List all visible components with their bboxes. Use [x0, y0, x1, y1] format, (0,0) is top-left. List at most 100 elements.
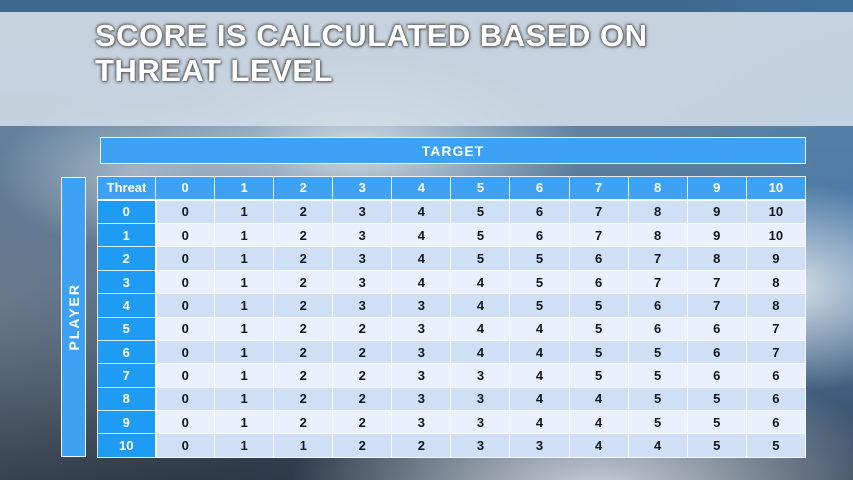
- score-cell: 8: [745, 293, 807, 318]
- score-cell: 4: [568, 410, 629, 435]
- score-cell: 1: [214, 198, 275, 225]
- score-cell: 2: [332, 316, 393, 341]
- score-cell: 5: [686, 433, 747, 458]
- score-cell: 5: [568, 316, 629, 341]
- score-cell: 5: [509, 293, 570, 318]
- score-cell: 6: [568, 269, 629, 295]
- score-cell: 1: [214, 269, 275, 295]
- score-cell: 2: [273, 223, 334, 248]
- score-cell: 3: [391, 363, 452, 388]
- score-cell: 6: [686, 339, 747, 365]
- score-cell: 3: [332, 293, 393, 318]
- score-cell: 4: [391, 269, 452, 295]
- score-cell: 6: [745, 386, 807, 412]
- score-cell: 3: [391, 386, 452, 412]
- target-col-header: 8: [627, 176, 688, 201]
- table-row: 0 0 1 2 3 4 5 6 7 8 9 10: [97, 198, 807, 225]
- table-row: 10 0 1 1 2 2 3 3 4 4 5 5: [97, 433, 807, 458]
- score-cell: 7: [686, 269, 747, 295]
- score-cell: 5: [568, 339, 629, 365]
- player-header-bar: PLAYER: [61, 177, 86, 457]
- score-cell: 3: [450, 363, 511, 388]
- score-cell: 4: [509, 410, 570, 435]
- target-label: TARGET: [421, 142, 485, 159]
- score-cell: 4: [509, 363, 570, 388]
- score-cell: 2: [273, 386, 334, 412]
- score-cell: 3: [332, 198, 393, 225]
- target-col-header: 9: [686, 176, 747, 201]
- score-cell: 8: [627, 223, 688, 248]
- score-cell: 3: [332, 246, 393, 271]
- score-cell: 5: [627, 386, 688, 412]
- score-cell: 6: [745, 410, 807, 435]
- score-cell: 9: [686, 198, 747, 225]
- score-cell: 4: [568, 433, 629, 458]
- score-cell: 6: [509, 223, 570, 248]
- score-cell: 6: [627, 316, 688, 341]
- score-cell: 0: [154, 269, 216, 295]
- target-col-header: 10: [745, 176, 807, 201]
- score-cell: 2: [273, 269, 334, 295]
- target-col-header: 4: [391, 176, 452, 201]
- player-label: PLAYER: [65, 283, 82, 351]
- score-cell: 4: [450, 269, 511, 295]
- score-cell: 4: [509, 386, 570, 412]
- score-cell: 8: [686, 246, 747, 271]
- threat-row-header: 9: [97, 410, 157, 435]
- score-cell: 5: [568, 363, 629, 388]
- slide-title: SCORE IS CALCULATED BASED ON THREAT LEVE…: [95, 18, 648, 88]
- score-cell: 6: [509, 198, 570, 225]
- score-cell: 2: [273, 246, 334, 271]
- score-cell: 7: [568, 198, 629, 225]
- score-cell: 3: [332, 269, 393, 295]
- score-cell: 2: [332, 386, 393, 412]
- score-cell: 6: [686, 363, 747, 388]
- score-cell: 3: [391, 410, 452, 435]
- score-cell: 6: [568, 246, 629, 271]
- score-cell: 9: [745, 246, 807, 271]
- score-cell: 1: [214, 316, 275, 341]
- score-cell: 2: [273, 293, 334, 318]
- target-col-header: 3: [332, 176, 393, 201]
- score-cell: 4: [391, 223, 452, 248]
- score-cell: 1: [214, 246, 275, 271]
- score-cell: 0: [154, 246, 216, 271]
- score-cell: 3: [391, 316, 452, 341]
- score-cell: 3: [391, 293, 452, 318]
- target-col-header: 6: [509, 176, 570, 201]
- score-cell: 3: [450, 433, 511, 458]
- score-cell: 4: [568, 386, 629, 412]
- score-cell: 2: [332, 339, 393, 365]
- score-cell: 10: [745, 198, 807, 225]
- score-cell: 0: [154, 363, 216, 388]
- threat-row-header: 0: [97, 198, 157, 225]
- score-cell: 5: [627, 410, 688, 435]
- score-cell: 4: [450, 316, 511, 341]
- score-cell: 6: [745, 363, 807, 388]
- score-cell: 5: [568, 293, 629, 318]
- score-cell: 1: [214, 223, 275, 248]
- corner-header-cell: Threat: [97, 176, 156, 201]
- target-header-bar: TARGET: [100, 137, 806, 164]
- threat-row-header: 2: [97, 246, 157, 271]
- title-band: SCORE IS CALCULATED BASED ON THREAT LEVE…: [0, 12, 853, 126]
- score-cell: 2: [273, 363, 334, 388]
- score-cell: 7: [627, 269, 688, 295]
- score-cell: 0: [154, 223, 216, 248]
- score-cell: 5: [627, 339, 688, 365]
- column-header-row: Threat 0 1 2 3 4 5 6 7 8 9 10: [97, 176, 807, 201]
- score-cell: 1: [273, 433, 334, 458]
- score-cell: 1: [214, 433, 275, 458]
- score-cell: 4: [509, 316, 570, 341]
- score-cell: 5: [627, 363, 688, 388]
- target-col-header: 1: [214, 176, 275, 201]
- score-cell: 3: [509, 433, 570, 458]
- score-cell: 8: [627, 198, 688, 225]
- threat-row-header: 5: [97, 316, 157, 341]
- score-cell: 3: [450, 410, 511, 435]
- score-cell: 4: [391, 198, 452, 225]
